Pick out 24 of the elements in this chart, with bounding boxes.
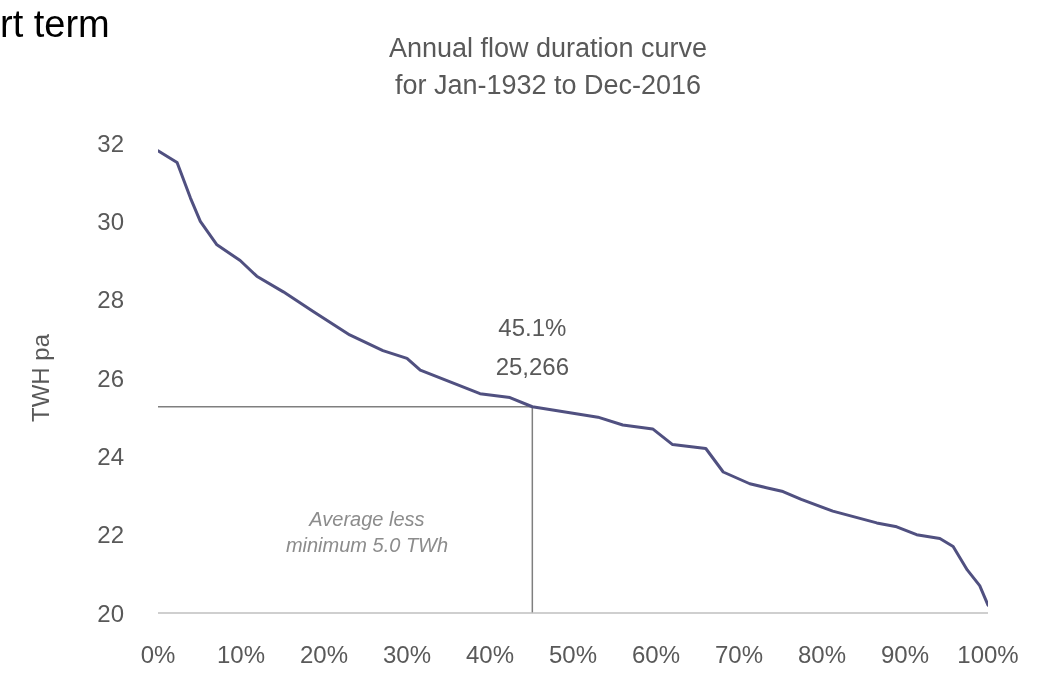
- y-tick-label: 20: [97, 599, 124, 627]
- x-tick-label: 100%: [957, 641, 1019, 669]
- x-tick-label: 80%: [797, 641, 847, 669]
- y-tick-label: 32: [97, 129, 124, 157]
- x-tick-label: 90%: [880, 641, 930, 669]
- annotation: 45.1% 25,266: [495, 313, 570, 380]
- line-series: [158, 149, 988, 607]
- x-tick-label: 40%: [465, 641, 515, 669]
- x-tick-label: 10%: [216, 641, 266, 669]
- x-tick-label: 20%: [299, 641, 349, 669]
- x-tick-label: 0%: [140, 641, 176, 669]
- y-axis-title: TWH pa: [26, 333, 54, 423]
- annotation: Average less minimum 5.0 TWh: [284, 507, 450, 558]
- x-tick-label: 50%: [548, 641, 598, 669]
- x-tick-label: 60%: [631, 641, 681, 669]
- x-tick-label: 30%: [382, 641, 432, 669]
- y-tick-label: 24: [97, 442, 124, 470]
- x-tick-label: 70%: [714, 641, 764, 669]
- y-tick-label: 22: [97, 521, 124, 549]
- chart-title: Annual flow duration curve for Jan-1932 to Dec-2016: [387, 32, 709, 102]
- y-tick-label: 28: [97, 286, 124, 314]
- y-tick-label: 26: [97, 364, 124, 392]
- text: rt term: [0, 2, 111, 47]
- y-tick-label: 30: [97, 207, 124, 235]
